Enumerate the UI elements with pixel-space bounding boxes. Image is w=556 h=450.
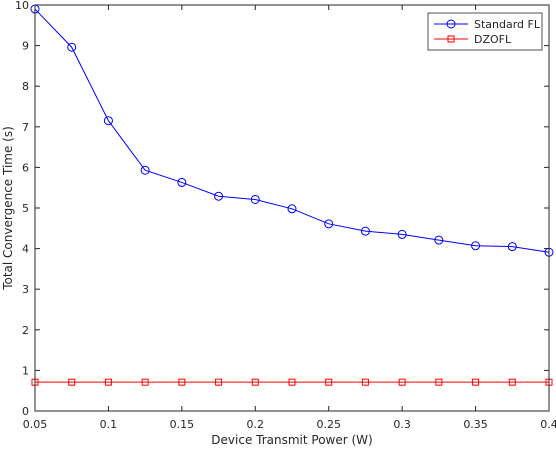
data-point-standard-fl: [140, 165, 150, 175]
x-tick-label: 0.4: [540, 418, 556, 431]
data-point-dzofl: [472, 378, 480, 386]
legend-marker-standard-fl: [446, 19, 456, 29]
x-tick-label: 0.35: [463, 418, 488, 431]
data-point-dzofl: [398, 378, 406, 386]
x-tick-label: 0.25: [316, 418, 341, 431]
data-point-standard-fl: [397, 229, 407, 239]
data-point-dzofl: [251, 378, 259, 386]
data-point-dzofl: [361, 378, 369, 386]
x-tick-label: 0.3: [393, 418, 411, 431]
plot-frame: [34, 4, 550, 412]
y-tick-label: 9: [22, 40, 29, 53]
y-tick-label: 2: [22, 324, 29, 337]
data-point-dzofl: [325, 378, 333, 386]
data-point-standard-fl: [287, 204, 297, 214]
data-point-dzofl: [435, 378, 443, 386]
data-point-standard-fl: [507, 242, 517, 252]
data-point-dzofl: [508, 378, 516, 386]
data-point-dzofl: [178, 378, 186, 386]
data-point-standard-fl: [471, 241, 481, 251]
y-tick-label: 6: [22, 161, 29, 174]
y-tick-label: 3: [22, 283, 29, 296]
data-point-standard-fl: [103, 116, 113, 126]
data-point-standard-fl: [324, 219, 334, 229]
legend-label-dzofl: DZOFL: [474, 33, 512, 46]
y-tick-label: 0: [22, 405, 29, 418]
y-tick-label: 4: [22, 243, 29, 256]
x-tick-label: 0.05: [23, 418, 48, 431]
series-line-standard-fl: [34, 8, 550, 253]
data-point-dzofl: [215, 378, 223, 386]
y-tick-label: 8: [22, 80, 29, 93]
x-tick-label: 0.15: [170, 418, 195, 431]
data-point-standard-fl: [360, 226, 370, 236]
legend-marker-dzofl: [447, 35, 455, 43]
plot-area: [35, 5, 549, 411]
legend-box: [427, 12, 543, 51]
y-tick-label: 7: [22, 121, 29, 134]
data-point-standard-fl: [214, 191, 224, 201]
axis-ticks: 0.05 0.1 0.15 0.2 0.25 0.3 0.35 0.4 0 1 2 3 4 5 6 7 8 9 10: [15, 0, 556, 431]
legend-label-standard-fl: Standard FL: [474, 18, 541, 31]
data-point-standard-fl: [177, 177, 187, 187]
y-tick-label: 5: [22, 202, 29, 215]
y-tick-label: 10: [15, 0, 29, 12]
data-point-standard-fl: [434, 235, 444, 245]
data-point-dzofl: [288, 378, 296, 386]
series-layer: [30, 4, 554, 386]
data-point-dzofl: [104, 378, 112, 386]
data-point-standard-fl: [67, 42, 77, 52]
y-axis-label: Total Convergence Time (s): [1, 126, 15, 291]
x-tick-label: 0.2: [247, 418, 265, 431]
data-point-dzofl: [141, 378, 149, 386]
legend: Standard FL DZOFL: [427, 12, 543, 51]
y-tick-label: 1: [22, 364, 29, 377]
x-tick-label: 0.1: [100, 418, 118, 431]
x-axis-label: Device Transmit Power (W): [211, 433, 372, 447]
data-point-standard-fl: [250, 194, 260, 204]
data-point-dzofl: [68, 378, 76, 386]
